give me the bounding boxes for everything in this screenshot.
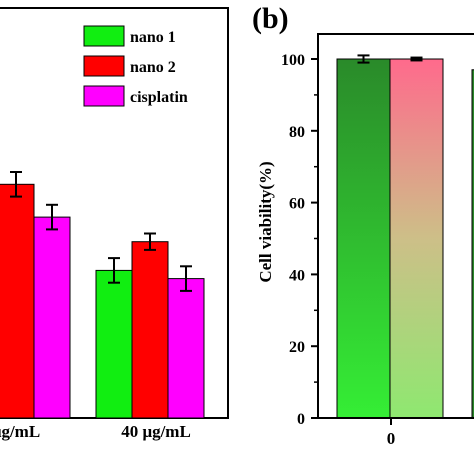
y-tick-label: 0 — [297, 411, 305, 428]
y-axis-title: Cell viability(%) — [256, 161, 275, 282]
bar-partial-next — [471, 69, 474, 419]
y-tick-label: 100 — [281, 52, 305, 69]
bar-series-2 — [389, 58, 444, 419]
panel-b-bars — [336, 58, 474, 419]
y-tick-label: 80 — [289, 124, 305, 141]
legend-swatch-nano-1 — [83, 25, 125, 47]
x-tick-label: 0 — [387, 429, 396, 448]
legend-swatch-cisplatin — [83, 85, 125, 107]
panel-a: μg/mL 40 μg/mL nano 1 nano 2 cisplatin — [0, 7, 229, 441]
panel-b-label: (b) — [252, 2, 289, 35]
panel-b: (b) Cell viability(%) 0 20 40 60 80 100 0 — [252, 2, 474, 448]
x-tick-label: μg/mL — [0, 422, 40, 441]
bar-nano-2 — [131, 241, 169, 419]
bar-nano-1 — [95, 269, 133, 419]
panel-b-error-bars — [357, 54, 423, 64]
bar-cisplatin — [167, 278, 205, 419]
bar-series-1 — [336, 58, 391, 419]
y-tick-label: 20 — [289, 339, 305, 356]
legend-label-nano-1: nano 1 — [130, 29, 176, 46]
panel-a-bars — [0, 183, 205, 419]
legend-label-nano-2: nano 2 — [130, 59, 176, 76]
legend-label-cisplatin: cisplatin — [130, 89, 188, 106]
panel-b-y-ticks: 0 20 40 60 80 100 — [281, 52, 318, 428]
panel-a-x-tick-labels: μg/mL 40 μg/mL — [0, 422, 191, 441]
bar-cisplatin — [33, 216, 71, 419]
x-tick-label: 40 μg/mL — [121, 422, 191, 441]
panel-a-error-bars — [10, 171, 192, 292]
bar-nano-2 — [0, 183, 35, 419]
y-tick-label: 40 — [289, 267, 305, 284]
legend: nano 1 nano 2 cisplatin — [83, 25, 188, 107]
y-tick-label: 60 — [289, 196, 305, 213]
legend-swatch-nano-2 — [83, 55, 125, 77]
